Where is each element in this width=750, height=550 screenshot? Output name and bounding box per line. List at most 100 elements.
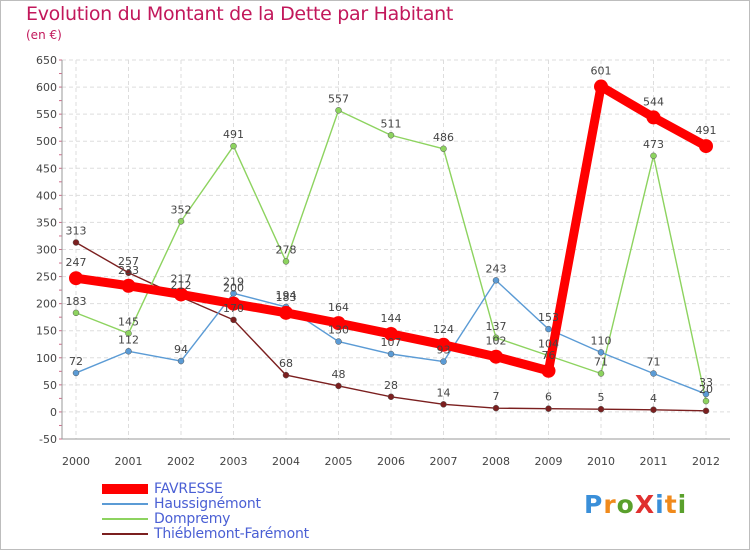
series-point [282, 371, 290, 379]
x-tick-label: 2011 [640, 455, 668, 468]
series-point [125, 348, 132, 355]
series-point [335, 338, 342, 345]
data-label: 313 [66, 224, 87, 237]
y-tick-label: 300 [36, 244, 57, 257]
series-point [492, 277, 500, 284]
series-point [702, 407, 710, 415]
data-label: 200 [223, 282, 244, 295]
series-point [279, 305, 293, 320]
x-tick-label: 2000 [62, 455, 90, 468]
x-tick-label: 2001 [115, 455, 143, 468]
series-point [440, 145, 447, 153]
series-point [331, 316, 346, 331]
data-label: 71 [647, 355, 661, 368]
data-label: 76 [542, 349, 556, 362]
data-label: 233 [118, 264, 139, 277]
data-label: 124 [433, 323, 454, 336]
x-tick-label: 2005 [325, 455, 353, 468]
series-point [699, 139, 713, 154]
data-label: 486 [433, 131, 454, 144]
series-point [597, 349, 605, 356]
y-tick-label: 450 [36, 162, 57, 175]
series-point [226, 296, 241, 311]
y-tick-label: 500 [36, 135, 57, 148]
series-point [335, 382, 342, 390]
data-label: 102 [486, 335, 507, 348]
logo-letter: P [584, 490, 604, 519]
series-point [174, 287, 188, 302]
y-tick-label: 0 [50, 406, 57, 419]
data-label: 7 [493, 390, 500, 403]
x-tick-label: 2003 [220, 455, 248, 468]
series-point [177, 218, 185, 225]
series-point [646, 110, 661, 125]
data-label: 107 [381, 336, 402, 349]
series-point [541, 363, 556, 378]
data-label: 557 [328, 92, 349, 105]
logo-letter: o [616, 490, 635, 519]
data-label: 212 [171, 279, 192, 292]
data-label: 153 [538, 311, 559, 324]
y-tick-label: 550 [36, 108, 57, 121]
axis-layer: -50 0 50 100 150 200 250 300 350 400 450 500 550 600 6… [36, 54, 730, 468]
data-label: 278 [276, 243, 297, 256]
series-point [545, 405, 552, 412]
series-point [177, 357, 185, 365]
series-point [436, 337, 451, 352]
x-tick-label: 2010 [587, 455, 615, 468]
series-point [492, 404, 500, 412]
grid-layer [62, 59, 730, 440]
data-label: 544 [643, 95, 664, 108]
data-label: 94 [174, 343, 188, 356]
legend-swatch [102, 484, 148, 494]
data-label: 170 [223, 302, 244, 315]
series-point [489, 349, 503, 364]
data-label: 112 [118, 333, 139, 346]
y-tick-label: 50 [43, 379, 57, 392]
series-point [72, 369, 80, 377]
data-label: 14 [437, 386, 451, 399]
series-point [230, 316, 237, 324]
legend-label: Haussignémont [154, 496, 261, 512]
data-label: 601 [591, 65, 612, 78]
series-point [440, 401, 447, 408]
series-point [72, 239, 80, 246]
y-tick-label: -50 [39, 433, 57, 446]
data-label: 33 [699, 376, 713, 389]
series-point [387, 132, 395, 139]
logo-letter: t [664, 490, 678, 519]
series-point [125, 330, 132, 337]
x-tick-label: 2007 [430, 455, 458, 468]
y-tick-label: 100 [36, 352, 57, 365]
y-tick-label: 200 [36, 298, 57, 311]
data-label: 144 [381, 312, 402, 325]
proxiti-logo: ProXiti [584, 490, 687, 519]
series-point [121, 278, 136, 293]
data-label: 473 [643, 138, 664, 151]
series-point [597, 405, 605, 413]
data-label: 217 [171, 272, 192, 285]
series-point [335, 107, 342, 114]
data-label: 48 [332, 368, 346, 381]
data-label: 145 [118, 315, 139, 328]
legend-label: FAVRESSE [154, 481, 223, 497]
data-label: 511 [381, 117, 402, 130]
series-point [387, 393, 395, 401]
x-tick-label: 2002 [167, 455, 195, 468]
x-tick-label: 2006 [377, 455, 405, 468]
series-point [594, 79, 608, 94]
series-point [282, 258, 290, 265]
data-label: 28 [384, 379, 398, 392]
data-label: 137 [486, 320, 507, 333]
y-tick-label: 350 [36, 216, 57, 229]
legend-label: Thiéblemont-Farémont [154, 526, 309, 542]
data-label: 164 [328, 301, 349, 314]
data-label: 247 [66, 256, 87, 269]
series-point [72, 309, 80, 317]
data-label: 243 [486, 262, 507, 275]
data-label: 104 [538, 338, 559, 351]
legend-swatch [102, 503, 148, 505]
y-tick-label: 600 [36, 81, 57, 94]
